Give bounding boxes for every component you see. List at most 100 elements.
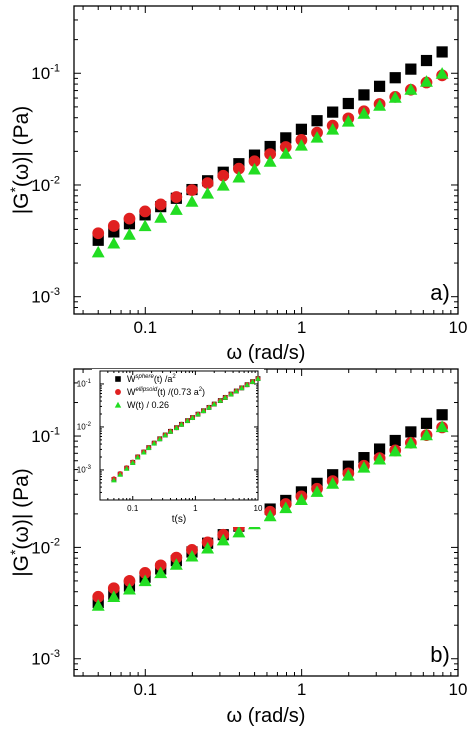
data-point-triangle (248, 162, 261, 175)
data-point-triangle (107, 236, 121, 249)
data-point-square (358, 89, 370, 101)
x-tick-label: 1 (297, 318, 306, 337)
data-point-circle (107, 582, 120, 595)
data-point-triangle (326, 477, 340, 489)
series-triangle (91, 67, 449, 258)
data-point-circle (92, 590, 105, 603)
y-tick-mantissa: 10 (31, 176, 50, 195)
data-point-triangle (169, 203, 183, 215)
y-tick-mantissa: 10 (77, 380, 86, 389)
y-tick-mantissa: 10 (31, 288, 50, 307)
data-point-triangle (341, 469, 355, 481)
y-tick-label: 10-1 (77, 379, 92, 389)
legend-marker-square (115, 376, 121, 382)
data-point-square (358, 452, 370, 464)
data-point-circle (248, 155, 261, 168)
data-point-triangle (129, 459, 136, 465)
data-point-triangle (91, 245, 105, 258)
data-point-triangle (420, 428, 433, 441)
data-point-triangle (217, 397, 224, 403)
data-point-triangle (222, 394, 229, 400)
data-point-square (108, 226, 120, 238)
y-tick-exponent: -3 (50, 648, 60, 660)
data-point-triangle (117, 471, 123, 477)
inset-x-axis-label: t(s) (172, 514, 186, 525)
data-point-triangle (279, 147, 293, 159)
data-point-triangle (244, 381, 250, 387)
inset-background (92, 369, 264, 527)
y-label-superscript: * (7, 549, 23, 555)
data-point-triangle (404, 83, 418, 95)
panel-label: a) (430, 280, 450, 305)
data-point-triangle (255, 375, 261, 381)
y-tick-label: 10-2 (31, 537, 60, 558)
legend-label-part: 2 (172, 374, 176, 380)
data-point-square (327, 106, 339, 118)
data-point-circle (170, 551, 183, 564)
data-point-square (436, 46, 448, 58)
y-tick-exponent: -3 (86, 465, 92, 471)
data-point-circle (279, 141, 292, 153)
data-point-circle (107, 220, 120, 232)
data-point-triangle (201, 541, 215, 554)
data-point-square (311, 115, 323, 127)
data-point-triangle (294, 493, 308, 506)
data-point-triangle (173, 424, 180, 430)
data-point-square (405, 63, 417, 75)
y-tick-label: 10-1 (31, 63, 60, 84)
data-point-square (248, 149, 261, 161)
x-tick-label: 0.1 (133, 680, 157, 699)
x-tick-label: 10 (449, 680, 468, 699)
data-point-triangle (178, 421, 185, 427)
data-point-circle (123, 575, 136, 587)
data-point-triangle (157, 436, 163, 442)
legend-label-part: ellipsoid (136, 387, 158, 393)
data-point-triangle (91, 599, 105, 611)
y-tick-exponent: -2 (50, 174, 60, 186)
data-point-triangle (435, 67, 449, 79)
data-point-triangle (189, 414, 196, 420)
plot-frame (99, 370, 259, 501)
y-tick-mantissa: 10 (31, 427, 50, 446)
legend-label-part: (t) /a (154, 374, 173, 384)
data-point-triangle (138, 219, 152, 232)
data-point-triangle (294, 138, 308, 151)
data-point-triangle (184, 417, 191, 423)
legend-label-part: 2 (199, 387, 203, 393)
legend-label-part: W (127, 374, 136, 384)
data-point-square (264, 140, 276, 153)
legend-label-part: sphere (136, 374, 155, 380)
data-point-square (342, 97, 354, 110)
data-point-triangle (200, 408, 207, 413)
y-tick-mantissa: 10 (77, 466, 86, 475)
data-point-circle (139, 205, 151, 218)
data-point-triangle (238, 385, 245, 391)
y-label-part: |G (10, 555, 33, 577)
y-tick-exponent: -2 (86, 422, 92, 428)
y-tick-exponent: -2 (50, 537, 60, 549)
data-point-triangle (123, 228, 136, 240)
data-point-triangle (357, 107, 371, 119)
data-point-triangle (310, 131, 324, 143)
data-point-square (405, 426, 417, 438)
data-point-square (436, 409, 448, 421)
data-point-circle (264, 148, 277, 160)
data-point-triangle (123, 465, 130, 471)
data-point-triangle (134, 454, 141, 460)
y-axis-label: |G*(ω)| (Pa) (7, 106, 33, 215)
data-point-square (92, 234, 104, 246)
data-point-triangle (107, 590, 121, 602)
legend-label: Wsphere(t) /a2 (127, 374, 176, 384)
y-tick-exponent: -3 (50, 286, 60, 298)
y-tick-mantissa: 10 (31, 650, 50, 669)
data-point-triangle (151, 440, 157, 446)
data-point-triangle (263, 509, 277, 522)
data-point-triangle (141, 449, 147, 455)
x-tick-label: 0.1 (127, 504, 139, 513)
data-point-circle (139, 567, 151, 579)
data-point-square (389, 72, 401, 84)
data-point-circle (154, 559, 167, 572)
data-point-triangle (167, 428, 174, 434)
